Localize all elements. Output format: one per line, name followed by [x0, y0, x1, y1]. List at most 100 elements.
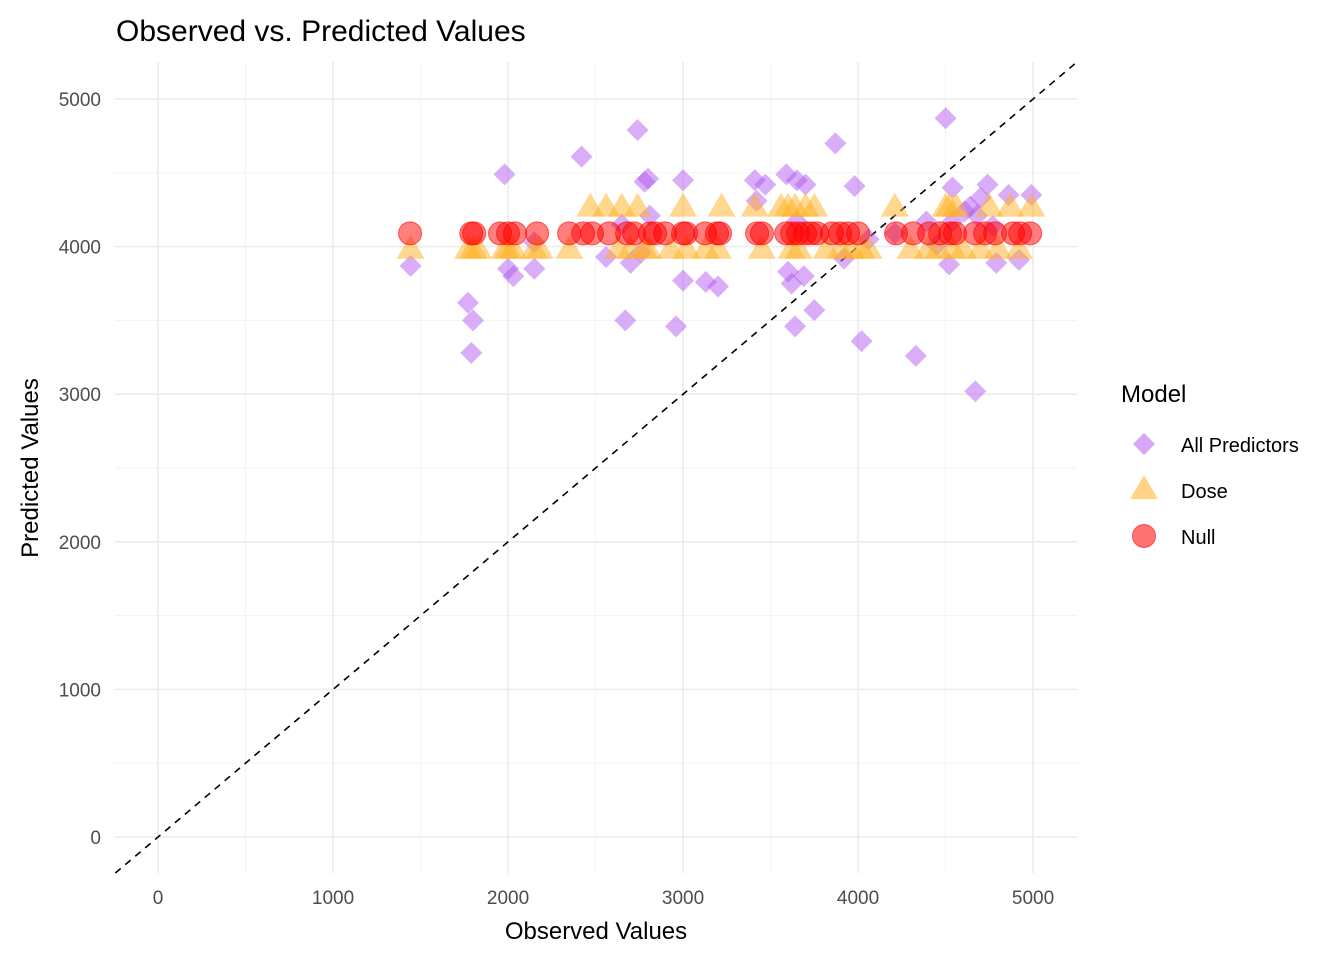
- triangle-point: [1017, 192, 1046, 217]
- diamond-point: [626, 119, 649, 142]
- diamond-point: [493, 163, 516, 186]
- diamond-point: [850, 330, 873, 353]
- triangle-point: [396, 234, 425, 259]
- x-axis-ticks: 0 1000 2000 3000 4000 5000: [153, 888, 1054, 909]
- triangle-point: [747, 234, 776, 259]
- data-points: [396, 107, 1046, 403]
- x-tick-label: 2000: [487, 888, 529, 909]
- legend-item-null: Null: [1132, 524, 1215, 549]
- series-all-predictors: [399, 107, 1043, 403]
- grid: [115, 62, 1077, 873]
- triangle-point: [784, 234, 813, 259]
- legend-item-dose: Dose: [1130, 475, 1228, 503]
- x-tick-label: 0: [153, 888, 164, 909]
- diamond-point: [803, 299, 826, 322]
- triangle-point: [672, 234, 701, 259]
- series-null: [398, 221, 1043, 246]
- triangle-icon: [1130, 475, 1158, 500]
- legend-title: Model: [1121, 381, 1186, 408]
- diamond-point: [941, 176, 964, 199]
- circle-point: [503, 221, 528, 246]
- triangle-point: [975, 192, 1004, 217]
- diamond-point: [707, 275, 730, 298]
- diamond-icon: [1133, 433, 1155, 455]
- triangle-point: [604, 234, 633, 259]
- triangle-point: [942, 192, 971, 217]
- chart-title: Observed vs. Predicted Values: [116, 15, 526, 48]
- diamond-point: [570, 145, 593, 168]
- triangle-point: [525, 234, 554, 259]
- triangle-point: [880, 192, 909, 217]
- circle-point: [749, 221, 774, 246]
- x-tick-label: 1000: [312, 888, 354, 909]
- triangle-point: [464, 234, 493, 259]
- reference-line: [114, 61, 1078, 874]
- legend-label: All Predictors: [1181, 435, 1299, 457]
- diamond-point: [614, 309, 637, 332]
- diamond-point: [938, 253, 961, 276]
- circle-point: [846, 221, 871, 246]
- diamond-point: [637, 167, 660, 190]
- triangle-point: [800, 192, 829, 217]
- diamond-point: [792, 265, 815, 288]
- y-tick-label: 4000: [59, 238, 101, 259]
- legend-label: Null: [1181, 527, 1215, 549]
- y-axis-ticks: 0 1000 2000 3000 4000 5000: [59, 90, 101, 849]
- series-dose: [396, 192, 1046, 259]
- legend: Model All Predictors Dose Null: [1121, 381, 1299, 549]
- y-tick-label: 3000: [59, 385, 101, 406]
- triangle-point: [1005, 234, 1034, 259]
- x-tick-label: 3000: [662, 888, 704, 909]
- triangle-point: [984, 234, 1013, 259]
- y-axis-title: Predicted Values: [17, 378, 44, 558]
- triangle-point: [966, 234, 995, 259]
- triangle-point: [949, 234, 978, 259]
- diamond-point: [824, 132, 847, 155]
- y-tick-label: 5000: [59, 90, 101, 111]
- diamond-point: [784, 315, 807, 338]
- triangle-point: [704, 234, 733, 259]
- legend-item-all-predictors: All Predictors: [1133, 433, 1299, 457]
- circle-point: [525, 221, 550, 246]
- diamond-point: [934, 107, 957, 130]
- triangle-point: [669, 192, 698, 217]
- triangle-point: [634, 234, 663, 259]
- diamond-point: [460, 341, 483, 364]
- y-tick-label: 1000: [59, 680, 101, 701]
- triangle-point: [623, 192, 652, 217]
- legend-label: Dose: [1181, 481, 1228, 503]
- diamond-point: [502, 265, 525, 288]
- diamond-point: [665, 315, 688, 338]
- triangle-point: [996, 192, 1025, 217]
- diamond-point: [794, 173, 817, 196]
- circle-icon: [1132, 524, 1156, 548]
- triangle-point: [896, 234, 925, 259]
- diamond-point: [456, 291, 479, 314]
- diamond-point: [843, 175, 866, 198]
- triangle-point: [854, 234, 883, 259]
- diamond-point: [672, 169, 695, 192]
- x-axis-title: Observed Values: [505, 918, 687, 945]
- diamond-point: [964, 380, 987, 403]
- diamond-point: [523, 257, 546, 280]
- diamond-point: [497, 257, 520, 280]
- triangle-point: [555, 234, 584, 259]
- diamond-point: [672, 269, 695, 292]
- diamond-point: [462, 309, 485, 332]
- diamond-point: [399, 254, 422, 277]
- circle-point: [707, 221, 732, 246]
- y-tick-label: 2000: [59, 533, 101, 554]
- circle-point: [398, 221, 423, 246]
- identity-line: [114, 61, 1078, 874]
- triangle-point: [499, 234, 528, 259]
- diamond-point: [904, 344, 927, 367]
- diamond-point: [754, 173, 777, 196]
- circle-point: [462, 221, 487, 246]
- circle-point: [1018, 221, 1043, 246]
- triangle-point: [707, 192, 736, 217]
- diamond-point: [976, 173, 999, 196]
- triangle-point: [740, 192, 769, 217]
- x-tick-label: 4000: [837, 888, 879, 909]
- x-tick-label: 5000: [1012, 888, 1054, 909]
